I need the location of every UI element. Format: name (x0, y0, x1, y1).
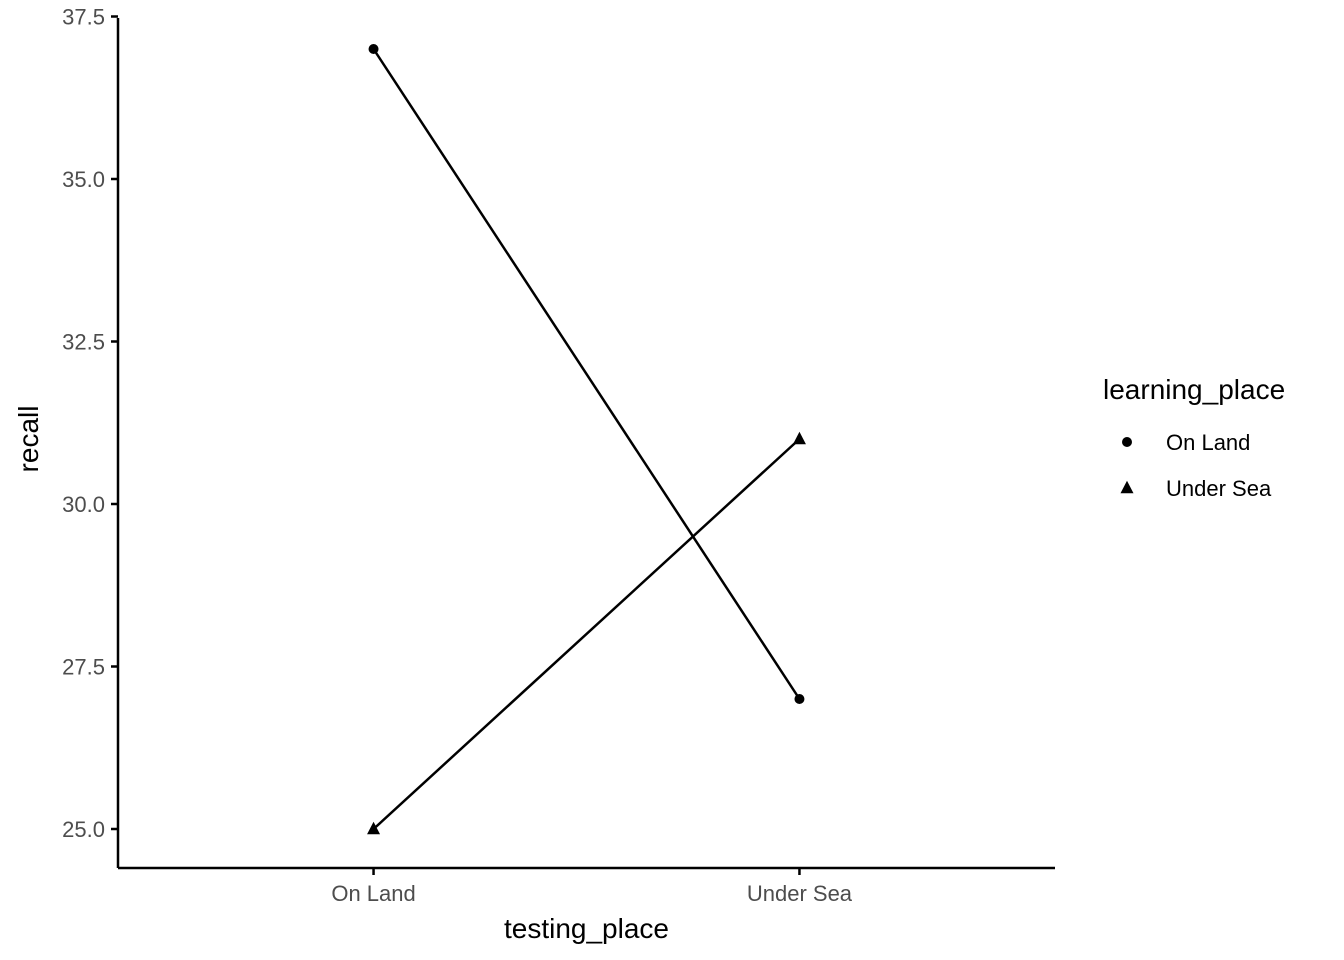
legend-title: learning_place (1103, 374, 1285, 405)
legend-item: Under Sea (1120, 476, 1272, 501)
y-axis-ticks: 25.0 27.5 30.0 32.5 35.0 37.5 (62, 5, 118, 842)
data-point-circle (794, 694, 805, 704)
y-tick-label: 35.0 (62, 167, 105, 192)
x-axis-ticks: On Land Under Sea (331, 868, 853, 906)
x-axis-title: testing_place (504, 913, 669, 944)
legend-items: On Land Under Sea (1120, 430, 1272, 501)
legend-item: On Land (1122, 430, 1250, 455)
points-layer (367, 44, 806, 835)
y-tick-label: 27.5 (62, 655, 105, 680)
legend-label: Under Sea (1166, 476, 1272, 501)
legend-key-circle (1122, 437, 1132, 447)
legend: learning_place On Land Under Sea (1103, 374, 1285, 501)
y-tick-label: 30.0 (62, 492, 105, 517)
x-tick-label: Under Sea (747, 881, 853, 906)
data-point-circle (368, 44, 379, 54)
series-line-1 (372, 438, 801, 830)
data-point-triangle (792, 431, 806, 445)
x-tick-label: On Land (331, 881, 415, 906)
y-axis-title: recall (13, 406, 44, 473)
legend-label: On Land (1166, 430, 1250, 455)
series-line-0 (372, 48, 801, 700)
y-tick-label: 32.5 (62, 330, 105, 355)
data-point-triangle (367, 821, 381, 835)
y-tick-label: 37.5 (62, 5, 105, 30)
series-layer (372, 48, 801, 830)
legend-key-triangle (1120, 480, 1134, 494)
plot-panel (367, 44, 806, 835)
y-tick-label: 25.0 (62, 817, 105, 842)
